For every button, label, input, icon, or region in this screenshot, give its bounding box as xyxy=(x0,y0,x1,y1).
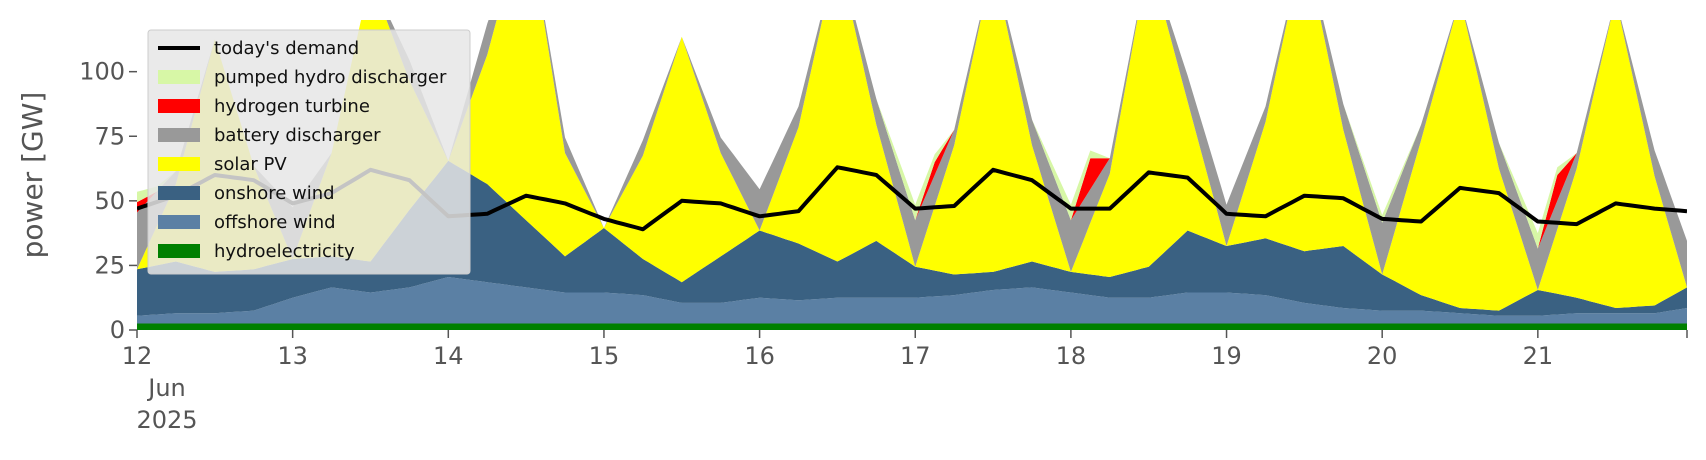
x-tick-sublabel: 2025 xyxy=(136,406,197,434)
area-offshore-wind xyxy=(137,277,1687,324)
legend-swatch-solar-pv xyxy=(158,157,200,171)
axes: 0 25 50 75 100 12 Jun 2025 13 14 15 16 17 18 19 20 21 xyxy=(79,58,1688,434)
y-tick-label: 100 xyxy=(79,58,125,86)
x-tick-label: 15 xyxy=(589,342,620,370)
legend-label-hydrogen-turbine: hydrogen turbine xyxy=(214,96,370,117)
legend-label-today-s-demand: today's demand xyxy=(214,38,359,59)
legend-swatch-offshore-wind xyxy=(158,215,200,229)
y-tick-label: 25 xyxy=(94,251,125,279)
y-tick-label: 75 xyxy=(94,122,125,150)
legend-swatch-hydroelectricity xyxy=(158,244,200,258)
area-solar-pv xyxy=(137,20,1687,311)
x-tick-label: 21 xyxy=(1523,342,1554,370)
x-tick-label: 18 xyxy=(1056,342,1087,370)
area-hydroelectricity xyxy=(137,323,1687,330)
area-battery-discharger xyxy=(137,20,1687,290)
x-tick-sublabel: Jun xyxy=(146,374,186,402)
stacked-areas xyxy=(137,20,1687,330)
y-tick-label: 0 xyxy=(110,316,125,344)
legend: today's demand pumped hydro discharger hyd… xyxy=(147,29,471,275)
y-tick-label: 50 xyxy=(94,187,125,215)
legend-swatch-battery-discharger xyxy=(158,128,200,142)
legend-swatch-onshore-wind xyxy=(158,186,200,200)
y-axis-label: power [GW] xyxy=(16,92,49,259)
area-pumped-hydro-discharger xyxy=(137,20,1687,249)
legend-label-pumped-hydro-discharger: pumped hydro discharger xyxy=(214,67,447,88)
x-tick-label: 17 xyxy=(900,342,931,370)
legend-swatch-pumped-hydro-discharger xyxy=(158,70,200,84)
legend-label-battery-discharger: battery discharger xyxy=(214,125,381,146)
legend-label-onshore-wind: onshore wind xyxy=(214,183,335,204)
legend-swatch-hydrogen-turbine xyxy=(158,99,200,113)
legend-box xyxy=(147,29,471,275)
x-tick-label: 19 xyxy=(1211,342,1242,370)
x-tick-label: 14 xyxy=(433,342,464,370)
x-tick-label: 12 xyxy=(122,342,153,370)
legend-label-hydroelectricity: hydroelectricity xyxy=(214,241,355,262)
area-onshore-wind xyxy=(137,160,1687,316)
legend-label-offshore-wind: offshore wind xyxy=(214,212,336,233)
x-tick-label: 13 xyxy=(277,342,308,370)
legend-label-solar-pv: solar PV xyxy=(214,154,287,175)
x-tick-label: 16 xyxy=(744,342,775,370)
x-tick-label: 20 xyxy=(1367,342,1398,370)
